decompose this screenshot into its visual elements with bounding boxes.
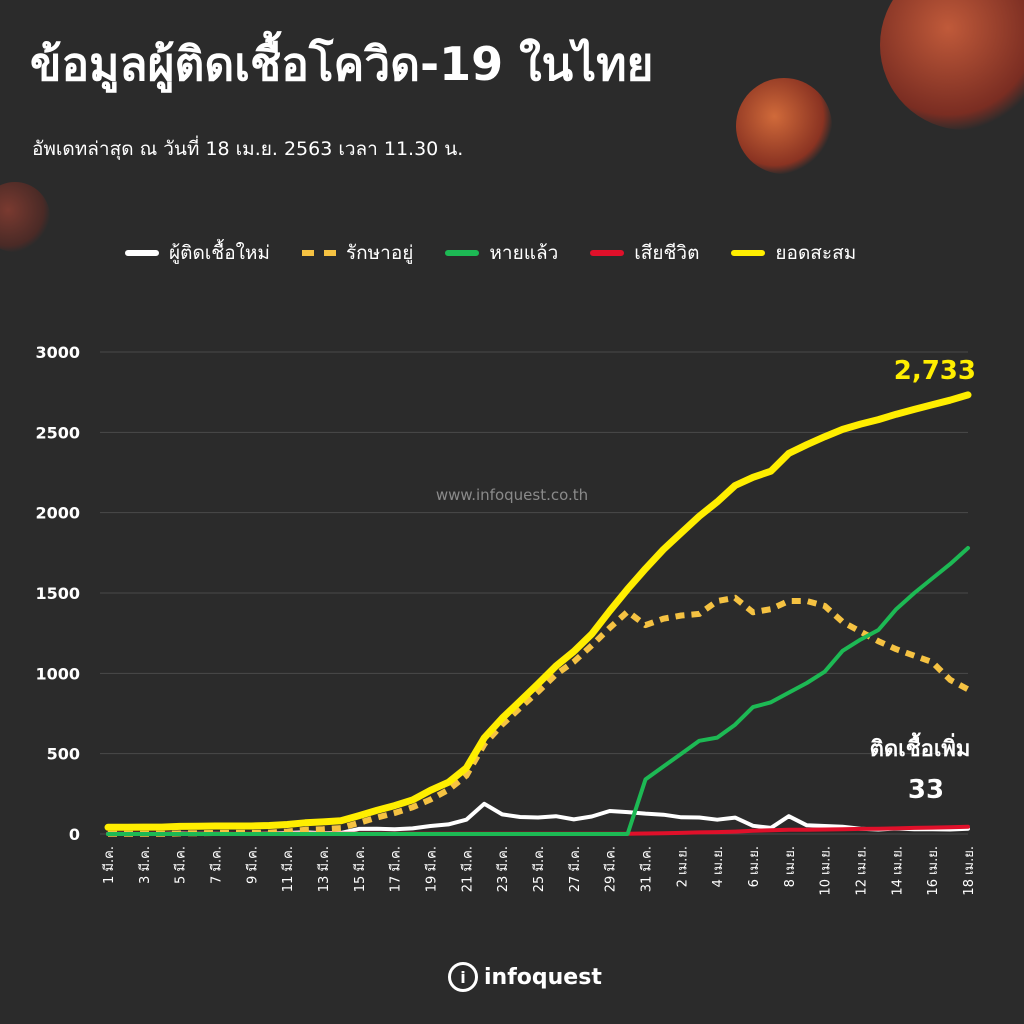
virus-decoration-icon	[736, 78, 832, 174]
x-tick-label: 7 มี.ค.	[209, 846, 225, 884]
total-annotation: 2,733	[894, 356, 976, 386]
brand-logo: i infoquest	[448, 962, 602, 992]
legend-swatch	[445, 250, 480, 256]
x-tick-label: 31 มี.ค.	[639, 846, 655, 892]
new-cases-label: ติดเชื้อเพิ่ม	[870, 732, 971, 762]
y-tick-label: 2500	[35, 423, 80, 442]
info-icon: i	[448, 962, 478, 992]
y-tick-label: 500	[47, 745, 80, 764]
line-chart: 0 500 1000 1500 2000 2500 3000 www.infoquest.co…	[35, 343, 977, 896]
virus-decoration-icon	[0, 182, 50, 252]
legend-swatch	[590, 250, 625, 256]
virus-decoration-icon	[880, 0, 1024, 130]
legend-item: เสียชีวิต	[590, 238, 699, 268]
legend-swatch	[731, 250, 766, 256]
legend-swatch	[301, 250, 336, 256]
page-subtitle: อัพเดทล่าสุด ณ วันที่ 18 เม.ย. 2563 เวลา…	[32, 138, 464, 160]
brand-name: infoquest	[484, 964, 602, 990]
x-tick-label: 1 มี.ค.	[101, 846, 117, 884]
x-tick-label: 21 มี.ค.	[459, 846, 475, 892]
legend-label: รักษาอยู่	[345, 242, 414, 264]
x-tick-label: 8 เม.ย.	[783, 846, 798, 887]
x-tick-label: 27 มี.ค.	[567, 846, 583, 892]
x-tick-label: 4 เม.ย.	[711, 846, 726, 887]
x-tick-label: 14 เม.ย.	[890, 846, 905, 896]
legend-item: ผู้ติดเชื้อใหม่	[125, 238, 270, 268]
x-tick-label: 6 เม.ย.	[747, 846, 762, 887]
x-tick-label: 10 เม.ย.	[819, 846, 834, 896]
watermark: www.infoquest.co.th	[436, 486, 588, 504]
legend-swatch	[125, 250, 159, 256]
series-line	[108, 594, 970, 837]
y-tick-label: 1500	[35, 584, 80, 603]
x-tick-label: 5 มี.ค.	[173, 846, 189, 884]
legend-item: หายแล้ว	[445, 238, 558, 268]
x-tick-label: 2 เม.ย.	[675, 846, 690, 887]
series-line	[104, 391, 972, 831]
new-cases-value: 33	[908, 775, 944, 805]
x-tick-label: 15 มี.ค.	[352, 846, 368, 892]
x-tick-label: 16 เม.ย.	[926, 846, 941, 896]
x-tick-label: 12 เม.ย.	[855, 846, 870, 896]
x-tick-label: 29 มี.ค.	[603, 846, 619, 892]
x-tick-label: 17 มี.ค.	[388, 846, 404, 892]
y-tick-label: 2000	[35, 504, 80, 523]
x-tick-label: 18 เม.ย.	[962, 846, 977, 896]
x-tick-label: 9 มี.ค.	[244, 846, 260, 884]
x-tick-label: 23 มี.ค.	[495, 846, 511, 892]
y-tick-label: 1000	[35, 664, 80, 683]
series-line	[106, 546, 970, 836]
legend-label: ผู้ติดเชื้อใหม่	[169, 242, 270, 264]
x-tick-label: 11 มี.ค.	[280, 846, 296, 892]
page-title: ข้อมูลผู้ติดเชื้อโควิด-19 ในไทย	[30, 37, 654, 91]
x-tick-label: 3 มี.ค.	[137, 846, 153, 884]
legend-label: ยอดสะสม	[775, 242, 857, 264]
x-tick-label: 19 มี.ค.	[424, 846, 440, 892]
legend-label: หายแล้ว	[489, 242, 559, 264]
y-tick-label: 0	[69, 825, 80, 844]
x-tick-label: 25 มี.ค.	[531, 846, 547, 892]
chart-legend: ผู้ติดเชื้อใหม่ รักษาอยู่ หายแล้ว เสียชีวิต…	[125, 238, 856, 268]
y-tick-label: 3000	[35, 343, 80, 362]
legend-label: เสียชีวิต	[634, 242, 700, 264]
legend-item: ยอดสะสม	[731, 238, 856, 268]
x-tick-label: 13 มี.ค.	[316, 846, 332, 892]
legend-item: รักษาอยู่	[301, 238, 414, 268]
